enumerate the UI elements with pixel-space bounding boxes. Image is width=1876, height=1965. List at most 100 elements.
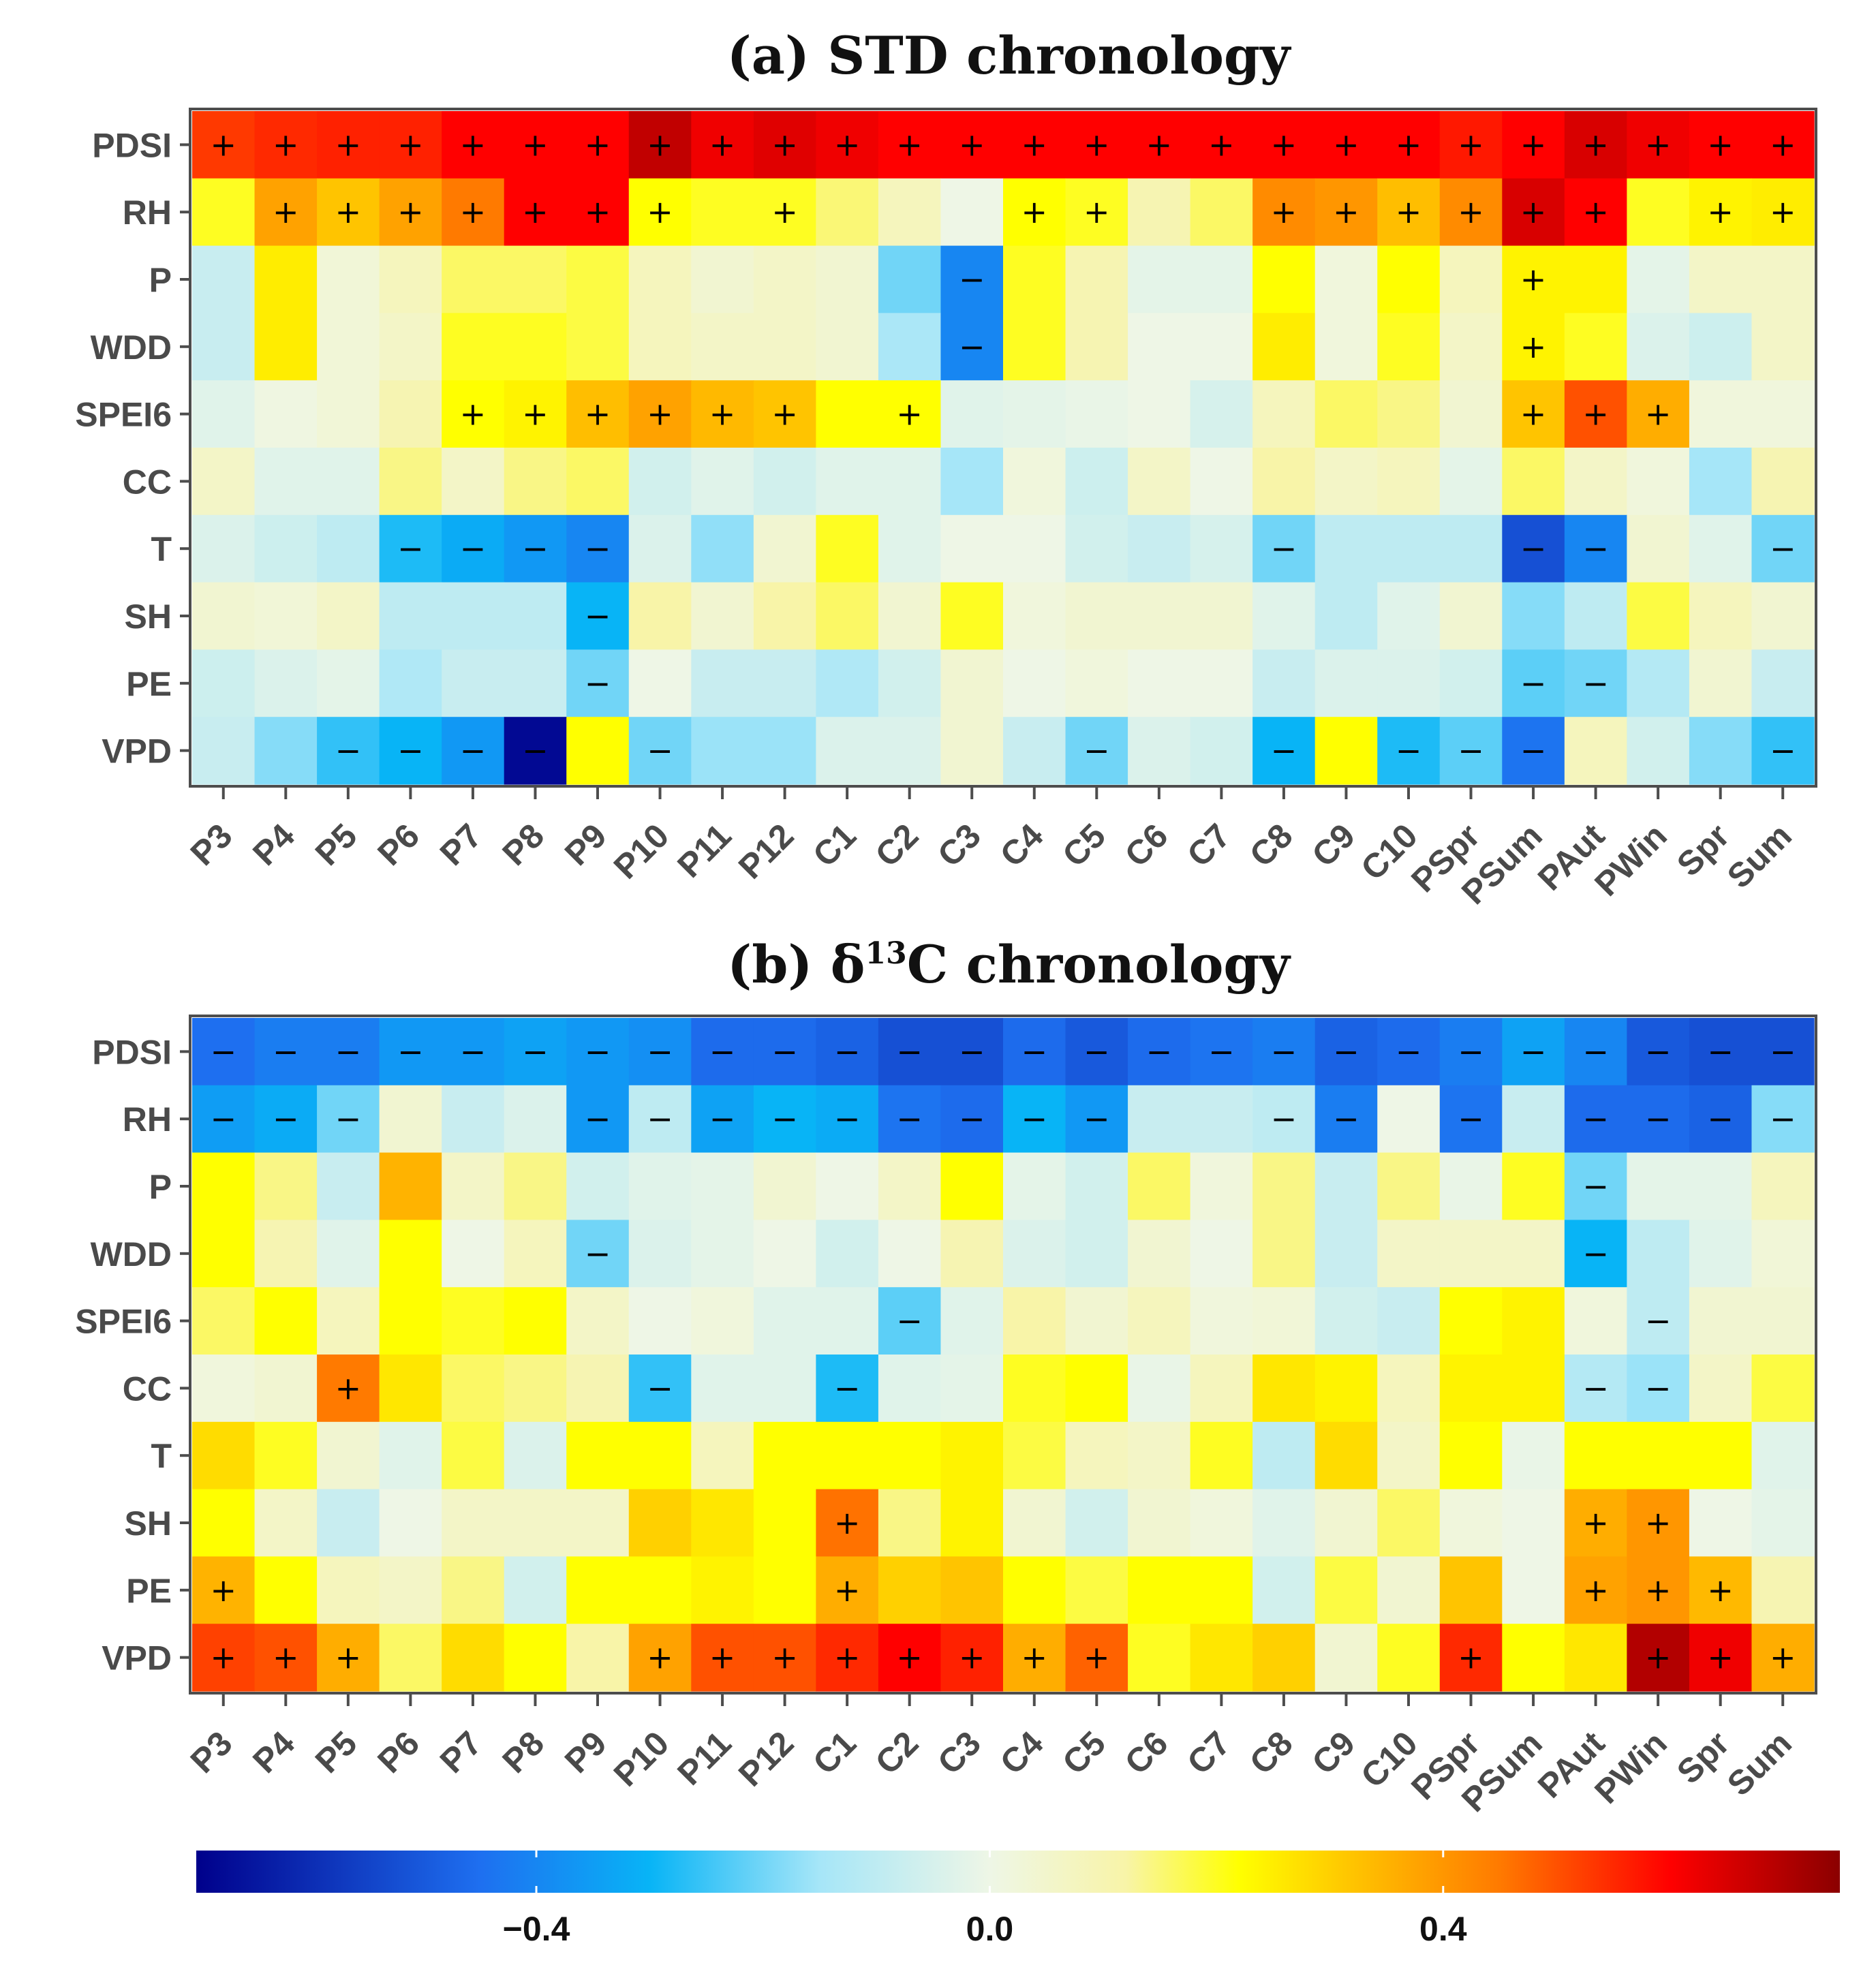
- heatmap-cell-pdsi-pspr: [1439, 111, 1503, 179]
- heatmap-cell-t-p10: [628, 1421, 692, 1490]
- heatmap-cell-spei6-p10: [628, 1287, 692, 1355]
- x-tick-label: P7: [433, 1724, 489, 1780]
- heatmap-cell-pe-p6: [379, 1556, 442, 1624]
- significance-mark: −: [1770, 732, 1796, 769]
- significance-mark: +: [335, 194, 362, 230]
- heatmap-cell-spei6-c5: [1065, 380, 1128, 448]
- heatmap-cell-spei6-pwin: [1627, 1287, 1690, 1355]
- heatmap-cell-pe-sum: [1751, 1556, 1815, 1624]
- heatmap-cell-wdd-c3: [940, 1220, 1004, 1288]
- heatmap-cell-pe-pwin: [1627, 1556, 1690, 1624]
- significance-mark: −: [1146, 1033, 1173, 1070]
- x-tick-label: P7: [433, 816, 489, 873]
- heatmap-cell-vpd-c5: [1065, 717, 1128, 785]
- heatmap-cell-pdsi-p10: [628, 111, 692, 179]
- heatmap-cell-vpd-p7: [442, 717, 505, 785]
- heatmap-cell-vpd-c5: [1065, 1624, 1128, 1692]
- heatmap-cell-pdsi-pwin: [1627, 1018, 1690, 1086]
- significance-mark: +: [1458, 194, 1484, 230]
- significance-mark: +: [1520, 328, 1547, 365]
- heatmap-cell-spei6-c8: [1252, 380, 1316, 448]
- significance-mark: +: [1645, 396, 1672, 433]
- y-tick-label: PDSI: [92, 1033, 172, 1071]
- significance-mark: +: [959, 126, 985, 163]
- heatmap-cell-vpd-p5: [317, 717, 380, 785]
- heatmap-cell-t-c7: [1190, 1421, 1253, 1490]
- heatmap-cell-sh-p8: [504, 582, 567, 650]
- heatmap-cell-pe-p9: [566, 1556, 630, 1624]
- y-tick-label: SPEI6: [75, 396, 172, 434]
- significance-mark: +: [1520, 194, 1547, 230]
- heatmap-cell-pdsi-psum: [1502, 111, 1565, 179]
- heatmap-cell-pdsi-sum: [1751, 111, 1815, 179]
- heatmap-cell-sh-pspr: [1439, 582, 1503, 650]
- significance-mark: −: [1582, 1370, 1609, 1406]
- heatmap-cell-p-c9: [1314, 1152, 1378, 1220]
- y-tick-label: CC: [123, 463, 172, 501]
- heatmap-cell-pe-c5: [1065, 1556, 1128, 1624]
- heatmap-cell-p-p5: [317, 1152, 380, 1220]
- significance-mark: −: [647, 732, 673, 769]
- heatmap-cell-vpd-p12: [753, 717, 816, 785]
- heatmap-cell-pe-c10: [1377, 1556, 1441, 1624]
- heatmap-cell-cc-c3: [940, 1355, 1004, 1423]
- heatmap-cell-vpd-spr: [1689, 717, 1753, 785]
- heatmap-cell-sh-c1: [816, 582, 879, 650]
- heatmap-cell-pe-pspr: [1439, 1556, 1503, 1624]
- heatmap-cell-cc-c9: [1314, 448, 1378, 516]
- heatmap-cell-sh-c5: [1065, 1489, 1128, 1557]
- heatmap-cell-t-p5: [317, 514, 380, 583]
- heatmap-cell-t-c8: [1252, 514, 1316, 583]
- heatmap-cell-cc-pspr: [1439, 448, 1503, 516]
- significance-mark: +: [273, 126, 299, 163]
- significance-mark: −: [210, 1100, 236, 1137]
- significance-mark: −: [1582, 665, 1609, 702]
- heatmap-cell-cc-c6: [1128, 1355, 1191, 1423]
- heatmap-cell-pdsi-c7: [1190, 111, 1253, 179]
- significance-mark: +: [1582, 396, 1609, 433]
- heatmap-cell-vpd-c2: [878, 1624, 942, 1692]
- significance-mark: +: [1333, 194, 1359, 230]
- heatmap-cell-rh-p12: [753, 1085, 816, 1154]
- significance-mark: −: [1208, 1033, 1235, 1070]
- heatmap-cell-vpd-p8: [504, 717, 567, 785]
- heatmap-cell-t-p5: [317, 1421, 380, 1490]
- heatmap-cell-p-c5: [1065, 1152, 1128, 1220]
- significance-mark: +: [1582, 126, 1609, 163]
- heatmap-cell-spei6-c10: [1377, 1287, 1441, 1355]
- heatmap-cell-pe-p6: [379, 649, 442, 717]
- heatmap-cell-t-sum: [1751, 1421, 1815, 1490]
- x-tick-label: C1: [805, 1724, 863, 1782]
- heatmap-cell-t-c1: [816, 514, 879, 583]
- heatmap-cell-cc-c7: [1190, 448, 1253, 516]
- heatmap-cell-t-c6: [1128, 514, 1191, 583]
- heatmap-cell-pe-c2: [878, 1556, 942, 1624]
- heatmap-cell-wdd-c6: [1128, 313, 1191, 381]
- heatmap-cell-t-paut: [1564, 1421, 1627, 1490]
- heatmap-cell-rh-sum: [1751, 178, 1815, 247]
- significance-mark: +: [1582, 1504, 1609, 1541]
- heatmap-cell-cc-pspr: [1439, 1355, 1503, 1423]
- significance-mark: +: [585, 194, 611, 230]
- heatmap-cell-cc-p7: [442, 448, 505, 516]
- heatmap-cell-wdd-p11: [691, 1220, 754, 1288]
- heatmap-cell-sh-p3: [192, 582, 256, 650]
- significance-mark: +: [273, 1639, 299, 1676]
- significance-mark: +: [1396, 126, 1422, 163]
- significance-mark: −: [1582, 1168, 1609, 1205]
- colorbar-tick-label: −0.4: [503, 1910, 570, 1948]
- significance-mark: +: [1582, 1572, 1609, 1609]
- significance-mark: +: [1458, 1639, 1484, 1676]
- x-tick-label: P4: [245, 1724, 302, 1780]
- heatmap-cell-vpd-p12: [753, 1624, 816, 1692]
- heatmap-cell-spei6-p8: [504, 380, 567, 448]
- heatmap-cell-pdsi-c6: [1128, 111, 1191, 179]
- y-tick-label: P: [149, 1168, 172, 1206]
- heatmap-cell-vpd-paut: [1564, 717, 1627, 785]
- heatmap-cell-wdd-psum: [1502, 313, 1565, 381]
- significance-mark: +: [1271, 194, 1297, 230]
- heatmap-cell-t-p9: [566, 1421, 630, 1490]
- heatmap-cell-p-p4: [254, 1152, 318, 1220]
- heatmap-cell-pe-p10: [628, 1556, 692, 1624]
- heatmap-cell-p-c4: [1003, 1152, 1066, 1220]
